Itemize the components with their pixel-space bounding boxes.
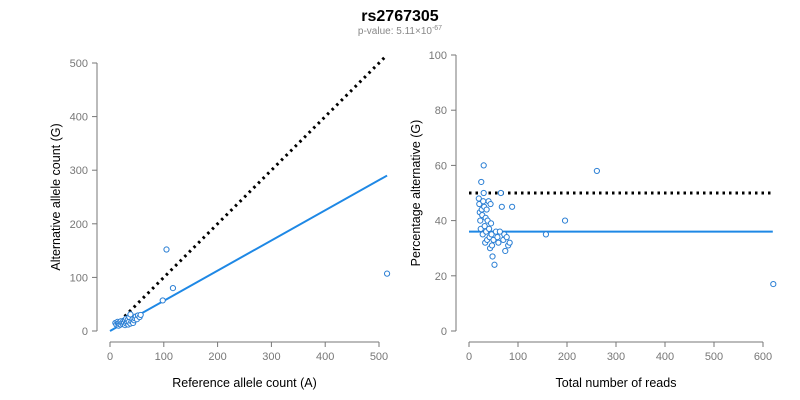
right-data-point — [487, 220, 495, 227]
right-data-point — [481, 223, 488, 230]
right-data-point — [488, 231, 495, 238]
right-data-point — [480, 162, 487, 169]
right-data-point — [496, 228, 503, 235]
right-data-point — [593, 167, 600, 175]
right-x-axis-title: Total number of reads — [556, 376, 677, 390]
left-y-tick-label: 0 — [82, 326, 88, 338]
right-data-point — [478, 178, 485, 186]
right-y-tick-label: 80 — [435, 105, 447, 117]
right-x-tick-label: 200 — [558, 351, 576, 363]
right-x-tick-label: 100 — [509, 351, 527, 363]
right-data-point — [477, 217, 484, 224]
left-x-tick-label: 300 — [262, 351, 280, 363]
left-x-tick-label: 0 — [107, 351, 113, 363]
right-x-tick-label: 400 — [656, 351, 674, 363]
right-data-point — [480, 189, 487, 197]
right-y-axis-title: Percentage alternative (G) — [409, 120, 423, 267]
right-data-point — [494, 234, 501, 241]
right-x-tick-label: 500 — [705, 351, 723, 363]
left-y-tick-label: 400 — [70, 112, 88, 124]
right-data-point — [489, 253, 496, 260]
left-x-axis-title: Reference allele count (A) — [172, 376, 317, 390]
left-y-axis-title: Alternative allele count (G) — [49, 123, 63, 270]
left-panel: 0 100 200 300 400 500 0 100 200 300 400 500 Referenc… — [49, 53, 391, 390]
left-data-point — [137, 311, 144, 319]
left-y-tick-label: 100 — [70, 272, 88, 284]
right-y-tick-label: 40 — [435, 216, 447, 228]
left-y-tick-label: 200 — [70, 219, 88, 231]
left-x-tick-label: 200 — [208, 351, 226, 363]
left-y-tick-label: 300 — [70, 165, 88, 177]
chart-title: rs2767305 — [361, 8, 439, 25]
left-data-point — [383, 270, 391, 277]
right-x-tick-label: 0 — [466, 351, 472, 363]
right-data-point — [488, 242, 496, 249]
left-reference-line — [114, 53, 389, 327]
subtitle-pvalue: p-value: 5.11×10 — [358, 26, 432, 37]
right-data-point — [485, 225, 493, 232]
left-fit-line — [109, 174, 388, 332]
right-y-tick-label: 60 — [435, 160, 447, 172]
right-data-point — [503, 234, 510, 241]
right-x-tick-label: 600 — [754, 351, 772, 363]
right-data-point — [480, 198, 487, 205]
right-data-point — [770, 280, 777, 288]
right-panel: 0 100 200 300 400 500 600 0 20 40 60 80 100 Total num… — [409, 50, 777, 390]
left-data-point — [159, 297, 166, 304]
right-data-point — [502, 247, 509, 255]
right-data-point — [498, 203, 505, 210]
right-data-point — [506, 239, 513, 246]
left-data-point — [169, 285, 177, 292]
right-data-point — [483, 206, 490, 213]
left-x-tick-label: 100 — [155, 351, 173, 363]
right-data-point — [509, 203, 516, 210]
left-data-point — [163, 246, 170, 253]
right-data-point — [487, 200, 494, 208]
left-x-tick-label: 400 — [316, 351, 334, 363]
subtitle-exponent: -67 — [432, 25, 442, 32]
right-data-point — [561, 217, 569, 224]
right-y-tick-label: 0 — [441, 326, 447, 338]
right-y-tick-label: 20 — [435, 271, 447, 283]
right-data-point — [491, 261, 498, 268]
right-data-point — [542, 231, 550, 238]
right-data-point — [497, 189, 504, 197]
right-x-tick-label: 300 — [607, 351, 625, 363]
chart-subtitle: p-value: 5.11×10-67 — [358, 25, 442, 37]
left-x-tick-label: 500 — [370, 351, 388, 363]
left-y-tick-label: 500 — [70, 58, 88, 70]
right-y-tick-label: 100 — [429, 50, 447, 62]
right-data-point — [495, 239, 502, 246]
